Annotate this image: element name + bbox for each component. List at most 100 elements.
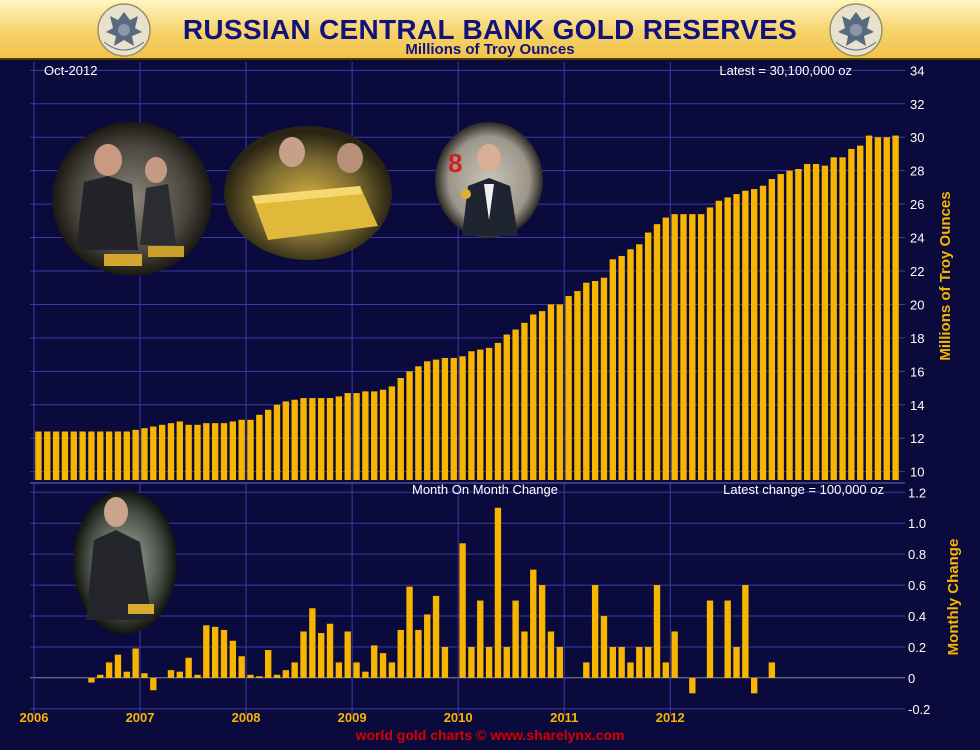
change-bar: [291, 662, 298, 678]
reserve-bar: [185, 424, 192, 480]
change-bar: [468, 646, 475, 678]
reserve-bar: [415, 366, 422, 480]
reserve-bar: [335, 396, 343, 480]
change-bar: [706, 600, 714, 678]
reserve-bar: [874, 137, 882, 481]
reserve-bar: [220, 423, 228, 480]
change-bar: [167, 670, 175, 678]
x-tick-label: 2007: [126, 710, 155, 725]
change-bar: [671, 631, 678, 678]
reserve-bar: [530, 314, 537, 480]
change-bar: [362, 671, 369, 678]
reserve-bar: [883, 137, 890, 481]
reserves-y-axis-label: Millions of Troy Ounces: [937, 191, 954, 360]
y-tick-label: 18: [910, 331, 924, 346]
y-tick-label: 34: [910, 63, 924, 78]
reserve-bar: [35, 431, 42, 480]
reserve-bar: [247, 419, 254, 480]
reserve-bar: [591, 281, 599, 480]
change-bar: [97, 674, 104, 678]
reserve-bar: [371, 391, 378, 480]
change-bar: [132, 648, 139, 678]
change-bar: [211, 626, 219, 678]
change-bar: [441, 646, 449, 678]
change-bar: [150, 677, 157, 691]
reserve-bar: [751, 189, 758, 480]
y-tick-label: 28: [910, 164, 924, 179]
reserve-bar: [839, 157, 846, 480]
reserve-bar: [636, 244, 643, 480]
change-bar: [424, 614, 431, 678]
reserve-bar: [238, 419, 245, 480]
reserve-bar: [786, 170, 793, 480]
x-tick-labels: 2006 2007 2008 2009 2010 2011 2012: [20, 710, 685, 725]
change-bar: [247, 674, 254, 678]
y-tick-label: 0.4: [908, 609, 926, 624]
x-tick-label: 2008: [232, 710, 261, 725]
reserve-bar: [132, 429, 139, 480]
y-tick-label: 0.6: [908, 578, 926, 593]
reserve-bar: [848, 148, 855, 480]
reserve-bar: [291, 399, 298, 480]
change-bar: [503, 646, 510, 678]
y-tick-label: -0.2: [908, 702, 930, 717]
reserve-bar: [618, 255, 625, 480]
reserves-y-tick-labels: 10 12 14 16 18 20 22 24 26 28 30 32 34: [910, 63, 924, 479]
reserve-bar: [176, 421, 183, 480]
latest-change-label: Latest change = 100,000 oz: [723, 482, 884, 497]
chart-subtitle: Millions of Troy Ounces: [405, 41, 575, 58]
reserve-bar: [353, 393, 360, 480]
change-bar: [264, 650, 272, 678]
bank-emblem-left: [97, 3, 151, 57]
change-bar: [556, 646, 563, 678]
reserve-bar: [697, 214, 705, 481]
change-bar: [636, 646, 643, 678]
reserve-bar: [282, 401, 290, 480]
photo-official-holding-coin: 8: [435, 122, 543, 238]
change-bars: [88, 507, 776, 694]
change-bar: [238, 656, 245, 678]
reserve-bar: [521, 322, 528, 480]
change-bar: [256, 676, 263, 678]
reserve-bar: [671, 214, 678, 481]
reserve-bar: [97, 431, 104, 480]
change-bar: [583, 662, 590, 678]
reserve-bar: [583, 282, 590, 480]
reserve-bar: [821, 165, 829, 480]
reserve-bar: [344, 393, 351, 480]
header-banner: RUSSIAN CENTRAL BANK GOLD RESERVES Milli…: [0, 0, 980, 60]
date-label: Oct-2012: [44, 63, 97, 78]
reserve-bar: [424, 361, 431, 480]
change-bar: [724, 600, 731, 678]
y-tick-label: 32: [910, 97, 924, 112]
change-bar: [538, 585, 546, 678]
reserve-bar: [158, 424, 166, 480]
footer-credit: world gold charts © www.sharelynx.com: [355, 727, 625, 743]
reserve-bar: [379, 389, 387, 480]
x-tick-label: 2009: [338, 710, 367, 725]
change-bar: [141, 673, 148, 678]
change-bar: [344, 631, 351, 678]
reserve-bar: [565, 296, 572, 480]
change-bar: [609, 646, 616, 678]
reserve-bar: [477, 349, 484, 480]
bank-emblem-right: [829, 3, 883, 57]
change-bar: [742, 585, 749, 678]
reserve-bar: [44, 431, 51, 480]
change-bar: [229, 640, 237, 678]
reserve-bar: [256, 414, 263, 480]
change-bar: [494, 507, 502, 678]
reserve-bar: [105, 431, 113, 480]
change-bar: [300, 631, 307, 678]
reserve-bar: [79, 431, 86, 480]
reserve-bar: [459, 356, 466, 480]
x-tick-label: 2006: [20, 710, 49, 725]
change-bar: [194, 674, 201, 678]
x-tick-label: 2011: [550, 710, 578, 725]
change-bar: [406, 586, 413, 678]
y-tick-label: 1.0: [908, 516, 926, 531]
change-bar: [379, 653, 387, 678]
change-bar: [318, 633, 325, 678]
reserve-bar: [742, 190, 749, 480]
